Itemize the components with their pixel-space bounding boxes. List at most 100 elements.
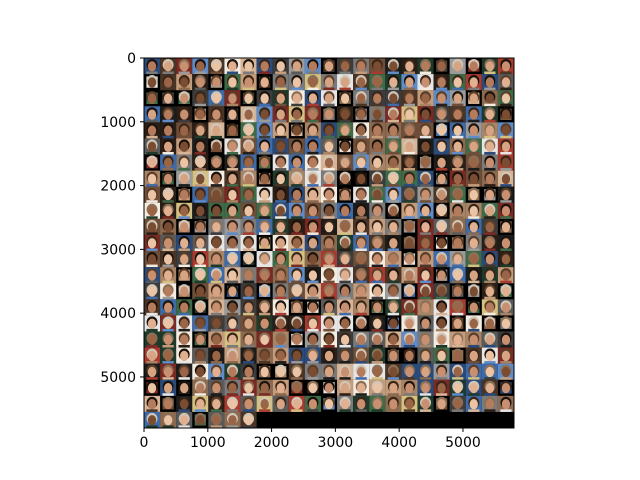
face-thumbnail (304, 347, 321, 364)
face-thumbnail (144, 58, 161, 75)
face-thumbnail (465, 331, 482, 348)
face-thumbnail (449, 186, 466, 203)
face-thumbnail (160, 154, 177, 171)
face-thumbnail (465, 347, 482, 364)
face-thumbnail (160, 74, 177, 91)
face-thumbnail (272, 90, 289, 107)
face-thumbnail (369, 218, 386, 235)
face-thumbnail (417, 234, 434, 252)
face-thumbnail (401, 122, 418, 139)
face-thumbnail (371, 300, 383, 313)
face-thumbnail (192, 202, 209, 219)
face-thumbnail (176, 411, 193, 428)
face-thumbnail (337, 202, 354, 219)
face-thumbnail (497, 251, 514, 268)
face-thumbnail (176, 170, 193, 187)
face-thumbnail (385, 138, 402, 155)
face-thumbnail (192, 395, 209, 412)
face-thumbnail (240, 379, 257, 396)
face-thumbnail (481, 74, 498, 91)
face-thumbnail (304, 90, 321, 107)
face-thumbnail (385, 170, 402, 187)
face-thumbnail (500, 284, 512, 297)
face-thumbnail (256, 251, 273, 268)
face-thumbnail (369, 283, 386, 300)
face-thumbnail (417, 90, 434, 107)
face-thumbnail (465, 315, 482, 332)
face-thumbnail (433, 186, 450, 203)
face-thumbnail (160, 347, 177, 364)
face-thumbnail (401, 379, 418, 396)
face-thumbnail (291, 332, 303, 346)
face-thumbnail (176, 331, 193, 348)
face-thumbnail (272, 315, 289, 332)
face-thumbnail (449, 379, 466, 396)
face-thumbnail (176, 138, 193, 155)
face-thumbnail (224, 267, 241, 284)
face-thumbnail (240, 170, 257, 187)
face-thumbnail (288, 170, 305, 187)
face-thumbnail (401, 154, 418, 171)
face-thumbnail (272, 170, 289, 187)
face-thumbnail (224, 251, 241, 268)
face-thumbnail (484, 187, 496, 201)
face-thumbnail (401, 58, 418, 75)
face-thumbnail (226, 107, 239, 120)
face-thumbnail (224, 186, 241, 203)
face-thumbnail (481, 218, 498, 235)
face-thumbnail (433, 138, 450, 155)
face-thumbnail (178, 219, 190, 233)
face-thumbnail (192, 74, 209, 91)
face-thumbnail (144, 218, 161, 235)
face-thumbnail (320, 331, 338, 348)
face-thumbnail (497, 154, 514, 171)
face-thumbnail (272, 347, 289, 364)
face-thumbnail (304, 186, 321, 203)
face-thumbnail (385, 106, 402, 123)
face-thumbnail (256, 58, 273, 75)
face-thumbnail (339, 139, 351, 153)
face-thumbnail (481, 267, 498, 284)
face-thumbnail (385, 331, 402, 348)
face-thumbnail (401, 74, 418, 91)
face-thumbnail (481, 299, 498, 316)
face-thumbnail (288, 218, 305, 235)
face-thumbnail (417, 170, 434, 187)
face-thumbnail (468, 284, 480, 297)
face-thumbnail (433, 90, 450, 107)
face-thumbnail (465, 122, 482, 139)
face-thumbnail (256, 267, 273, 284)
face-thumbnail (144, 138, 161, 155)
face-thumbnail (433, 74, 450, 91)
face-thumbnail (465, 363, 482, 380)
face-thumbnail (417, 363, 434, 380)
face-thumbnail (497, 58, 514, 75)
face-thumbnail (497, 170, 514, 187)
face-thumbnail (226, 123, 239, 137)
y-tick-label: 5000 (100, 370, 136, 386)
face-thumbnail (144, 122, 161, 139)
face-thumbnail (144, 186, 161, 203)
face-thumbnail (355, 316, 367, 330)
face-thumbnail (304, 283, 321, 300)
face-thumbnail (178, 284, 190, 297)
face-thumbnail (256, 138, 273, 155)
face-thumbnail (355, 171, 367, 185)
face-thumbnail (288, 234, 305, 252)
face-thumbnail (208, 122, 225, 139)
face-thumbnail (176, 122, 193, 139)
face-thumbnail (224, 315, 241, 332)
face-thumbnail (500, 219, 512, 233)
face-thumbnail (403, 284, 416, 297)
face-thumbnail (337, 331, 354, 348)
x-tick-label: 1000 (190, 435, 226, 451)
face-thumbnail (417, 299, 434, 316)
y-tick-label: 1000 (100, 115, 136, 131)
face-thumbnail (146, 380, 158, 394)
face-thumbnail (481, 170, 498, 187)
face-thumbnail (417, 74, 434, 91)
face-thumbnail (176, 154, 193, 171)
face-thumbnail (385, 363, 402, 380)
face-thumbnail (369, 138, 386, 155)
face-thumbnail (369, 395, 386, 412)
